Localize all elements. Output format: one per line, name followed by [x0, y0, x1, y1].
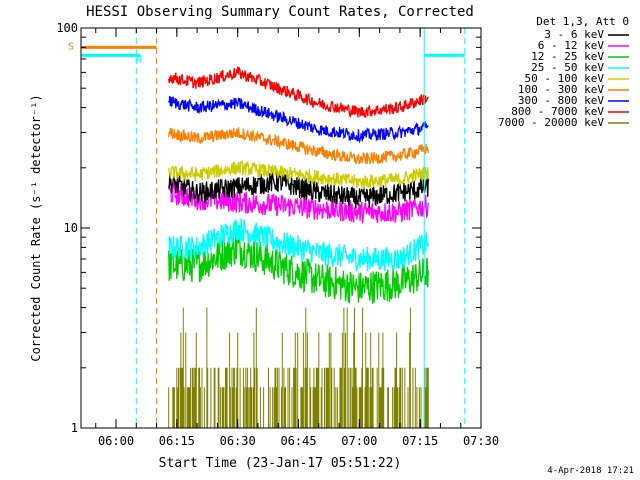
flag-overlays: SN [68, 28, 466, 428]
y-tick-label: 10 [64, 221, 78, 235]
axes: 06:00 06:15 06:30 06:45 07:00 07:15 07:30 1 10 10… [56, 21, 499, 448]
series-line [168, 307, 429, 428]
y-tick-label: 100 [56, 21, 78, 35]
legend-label: 800 - 7000 keV [511, 105, 604, 118]
legend-label: 100 - 300 keV [518, 83, 604, 96]
x-tick-label: 06:45 [280, 434, 316, 448]
chart-title: HESSI Observing Summary Count Rates, Cor… [86, 4, 474, 20]
flag-label: N [136, 54, 142, 65]
x-tick-label: 06:30 [220, 434, 256, 448]
legend-label: 300 - 800 keV [518, 94, 604, 107]
series-line [168, 159, 429, 190]
legend-label: 12 - 25 keV [531, 50, 604, 63]
x-tick-label: 06:00 [98, 434, 134, 448]
x-tick-label: 07:30 [463, 434, 499, 448]
legend-label: 7000 - 20000 keV [498, 116, 604, 129]
y-tick-label: 1 [71, 421, 78, 435]
x-tick-label: 07:15 [402, 434, 438, 448]
series-line [168, 95, 429, 144]
flag-label: S [68, 41, 74, 52]
legend-label: 3 - 6 keV [544, 28, 604, 41]
legend-header: Det 1,3, Att 0 [536, 15, 629, 28]
x-tick-label: 06:15 [159, 434, 195, 448]
series-line [168, 171, 429, 209]
x-tick-label: 07:00 [341, 434, 377, 448]
plot-area [168, 66, 429, 428]
y-axis-label: Corrected Count Rate (s⁻¹ detector⁻¹) [29, 94, 43, 361]
plot-frame [80, 27, 482, 429]
legend-label: 25 - 50 keV [531, 61, 604, 74]
x-axis-label: Start Time (23-Jan-17 05:51:22) [159, 456, 402, 471]
series-line [168, 234, 429, 304]
footer-date: 4-Apr-2018 17:21 [547, 466, 634, 476]
legend-label: 6 - 12 keV [538, 39, 605, 52]
series-line [168, 218, 429, 272]
series-line [168, 66, 429, 119]
legend-label: 50 - 100 keV [525, 72, 605, 85]
series-line [168, 127, 429, 165]
